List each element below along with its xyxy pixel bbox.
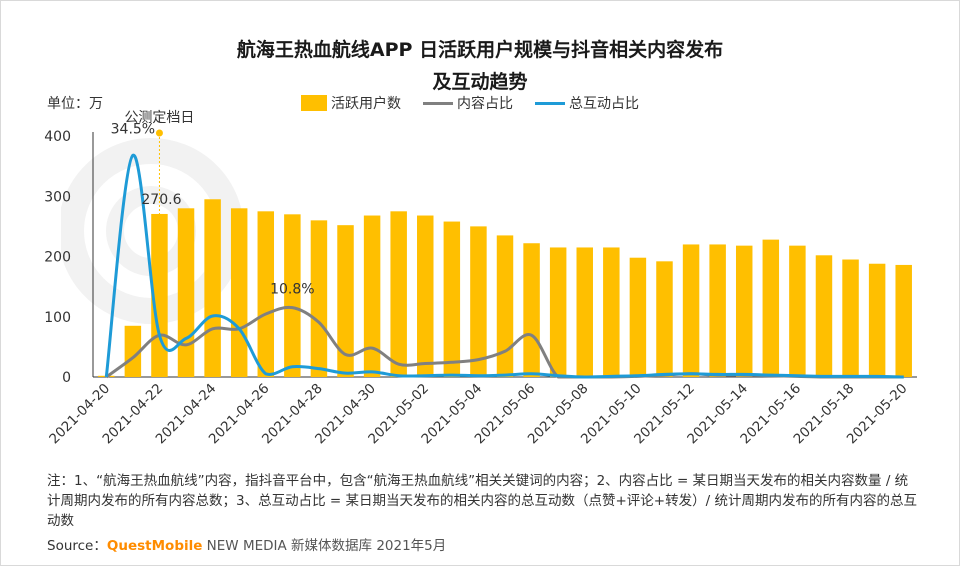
y-tick-label: 200	[44, 250, 71, 266]
bar-active-users	[842, 259, 859, 377]
bar-active-users	[576, 247, 593, 377]
y-tick-label: 0	[62, 370, 71, 386]
legend-label-active-users: 活跃用户数	[331, 96, 401, 112]
bar-active-users	[868, 263, 886, 377]
bar-active-users	[337, 225, 354, 377]
bar-active-users	[390, 211, 407, 377]
legend-line-swatch-interaction	[535, 101, 565, 105]
data-label: 34.5%	[111, 121, 155, 137]
bar-active-users	[523, 243, 540, 377]
y-tick-label: 400	[44, 129, 71, 145]
bar-active-users	[257, 211, 275, 377]
chart-plot-area: 01002003004002021-04-202021-04-222021-04…	[44, 110, 917, 447]
bar-active-users	[895, 264, 912, 377]
legend-item-active-users: 活跃用户数	[301, 93, 401, 113]
bar-active-users	[629, 257, 647, 377]
bar-active-users	[735, 245, 753, 377]
bar-active-users	[284, 214, 301, 377]
data-label: 270.6	[141, 192, 181, 208]
legend-label-content-share: 内容占比	[457, 96, 513, 112]
bar-active-users	[815, 255, 833, 377]
source-line: Source：QuestMobile NEW MEDIA 新媒体数据库 2021…	[47, 534, 446, 554]
bar-active-users	[470, 226, 487, 377]
bar-active-users	[549, 247, 567, 377]
bar-active-users	[762, 239, 780, 377]
bar-active-users	[656, 261, 673, 377]
source-rest: NEW MEDIA 新媒体数据库 2021年5月	[202, 538, 447, 554]
bar-active-users	[177, 208, 195, 377]
source-prefix: Source：	[47, 538, 107, 554]
bar-active-users	[603, 247, 620, 377]
legend-item-content-share: 内容占比	[423, 93, 513, 113]
chart-title-line2: 及互动趋势	[432, 71, 528, 93]
legend-line-swatch-content	[423, 101, 453, 105]
legend-bar-swatch	[301, 95, 327, 111]
bar-active-users	[443, 221, 461, 377]
legend-label-interaction-share: 总互动占比	[569, 96, 639, 112]
bar-active-users	[124, 325, 142, 377]
line-interaction-share	[104, 153, 904, 379]
chart-title-line1: 航海王热血航线APP 日活跃用户规模与抖音相关内容发布	[236, 39, 724, 61]
y-tick-label: 100	[44, 310, 71, 326]
annotation-label: 公测定档日	[124, 110, 194, 126]
bar-active-users	[789, 245, 806, 377]
source-brand: QuestMobile	[106, 538, 203, 554]
bar-active-users	[204, 199, 221, 377]
bar-active-users	[709, 244, 726, 377]
chart-legend: 活跃用户数 内容占比 总互动占比	[301, 93, 639, 113]
data-label: 10.8%	[270, 282, 314, 298]
bar-active-users	[363, 215, 381, 377]
bar-active-users	[310, 220, 328, 377]
bar-active-users	[230, 208, 248, 377]
footnote: 注：1、“航海王热血航线”内容，指抖音平台中，包含“航海王热血航线”相关关键词的…	[47, 473, 917, 529]
legend-item-interaction-share: 总互动占比	[535, 93, 639, 113]
annotation-marker-dot	[155, 129, 163, 137]
bar-active-users	[682, 244, 700, 377]
y-tick-label: 300	[44, 189, 71, 205]
bar-active-users	[496, 235, 514, 377]
y-axis-unit-label: 单位：万	[47, 96, 103, 112]
bar-active-users	[417, 215, 434, 377]
